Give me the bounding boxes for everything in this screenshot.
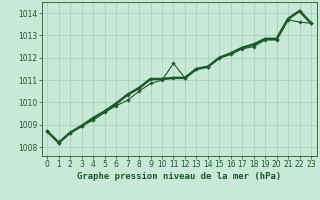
X-axis label: Graphe pression niveau de la mer (hPa): Graphe pression niveau de la mer (hPa) — [77, 172, 281, 181]
